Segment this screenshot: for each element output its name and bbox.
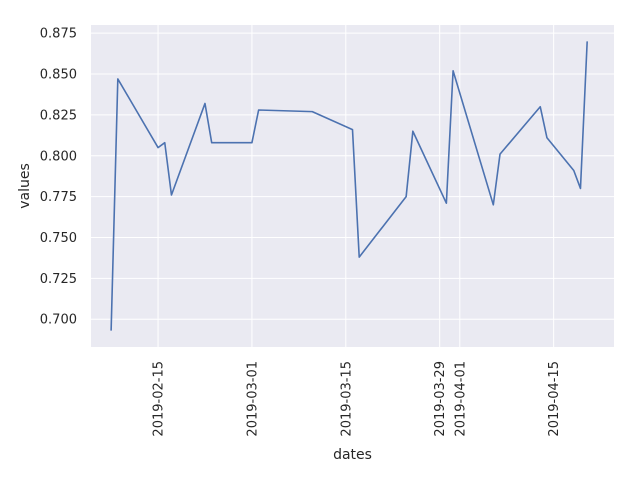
y-tick-labels: 0.700 0.725 0.750 0.775 0.800 0.825 0.850 0.875 (40, 27, 77, 328)
grid-lines (91, 25, 614, 347)
x-tick-label: 2019-04-01 (453, 361, 468, 437)
y-tick-label: 0.850 (40, 68, 77, 83)
x-tick-label: 2019-03-29 (433, 361, 448, 437)
y-tick-label: 0.875 (40, 27, 77, 42)
x-axis-label: dates (333, 447, 372, 463)
y-tick-label: 0.775 (40, 190, 77, 205)
y-tick-label: 0.750 (40, 231, 77, 246)
series-group (110, 41, 588, 331)
plot-area (91, 25, 614, 347)
y-tick-label: 0.800 (40, 149, 77, 164)
y-axis-label: values (17, 163, 33, 209)
x-tick-label: 2019-03-15 (339, 361, 354, 437)
y-tick-label: 0.700 (40, 313, 77, 328)
x-tick-labels: 2019-02-15 2019-03-01 2019-03-15 2019-03-29… (152, 361, 563, 437)
x-tick-label: 2019-03-01 (245, 361, 260, 437)
x-tick-label: 2019-04-15 (547, 361, 562, 437)
y-tick-label: 0.825 (40, 108, 77, 123)
series-line (110, 41, 588, 331)
y-tick-label: 0.725 (40, 272, 77, 287)
x-tick-label: 2019-02-15 (152, 361, 167, 437)
